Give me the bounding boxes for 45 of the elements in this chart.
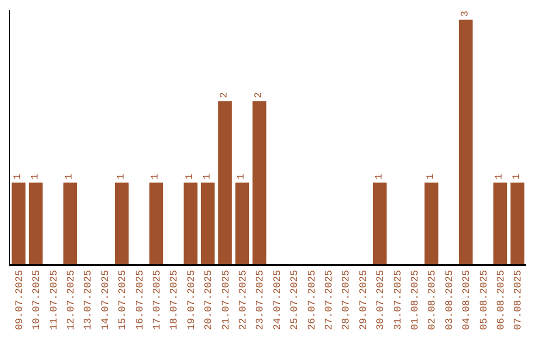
x-tick-label: 26.07.2025 — [307, 270, 318, 330]
x-tick-label: 29.07.2025 — [358, 270, 370, 330]
x-tick-label: 09.07.2025 — [14, 270, 26, 330]
x-tick-label: 25.07.2025 — [290, 270, 302, 330]
x-tick-label: 17.07.2025 — [152, 270, 164, 330]
data-label: 1 — [374, 174, 386, 180]
x-tick-label: 10.07.2025 — [32, 270, 44, 330]
x-tick-label: 27.07.2025 — [324, 270, 336, 330]
x-tick-label: 03.08.2025 — [444, 270, 456, 330]
x-tick-label: 13.07.2025 — [84, 270, 95, 330]
x-tick-label: 07.08.2025 — [514, 270, 525, 330]
x-tick-label: 30.07.2025 — [376, 270, 388, 330]
x-tick-label: 06.08.2025 — [496, 270, 508, 330]
x-tick-label: 24.07.2025 — [272, 270, 284, 330]
data-label: 1 — [185, 174, 196, 180]
x-tick-label: 31.07.2025 — [393, 270, 404, 330]
data-label: 1 — [13, 174, 24, 180]
x-tick-label: 02.08.2025 — [428, 270, 439, 330]
x-tick-label: 20.07.2025 — [204, 270, 216, 330]
data-label: 2 — [254, 92, 265, 98]
x-tick-label: 01.08.2025 — [410, 270, 422, 330]
data-label: 3 — [460, 10, 472, 17]
x-tick-label: 19.07.2025 — [186, 270, 198, 330]
data-label: 1 — [236, 174, 248, 180]
x-tick-label: 28.07.2025 — [342, 270, 353, 330]
data-label: 1 — [426, 174, 437, 180]
data-label: 1 — [150, 174, 162, 180]
x-tick-label: 11.07.2025 — [49, 270, 60, 330]
x-tick-label: 04.08.2025 — [462, 270, 474, 330]
x-tick-label: 22.07.2025 — [238, 270, 250, 330]
data-label: 1 — [494, 174, 506, 180]
data-label: 2 — [220, 92, 230, 98]
data-label: 1 — [202, 174, 214, 180]
data-label: 1 — [64, 174, 76, 180]
data-label: 1 — [512, 174, 523, 180]
data-label: 1 — [116, 174, 128, 180]
x-tick-label: 15.07.2025 — [118, 270, 130, 330]
x-tick-label: 12.07.2025 — [66, 270, 78, 330]
x-tick-label: 16.07.2025 — [135, 270, 146, 330]
x-tick-label: 05.08.2025 — [479, 270, 490, 330]
x-tick-label: 21.07.2025 — [221, 270, 232, 330]
x-tick-label: 23.07.2025 — [256, 270, 267, 330]
x-tick-label: 14.07.2025 — [100, 270, 112, 330]
x-tick-label: 18.07.2025 — [170, 270, 181, 330]
data-label: 1 — [30, 174, 42, 180]
